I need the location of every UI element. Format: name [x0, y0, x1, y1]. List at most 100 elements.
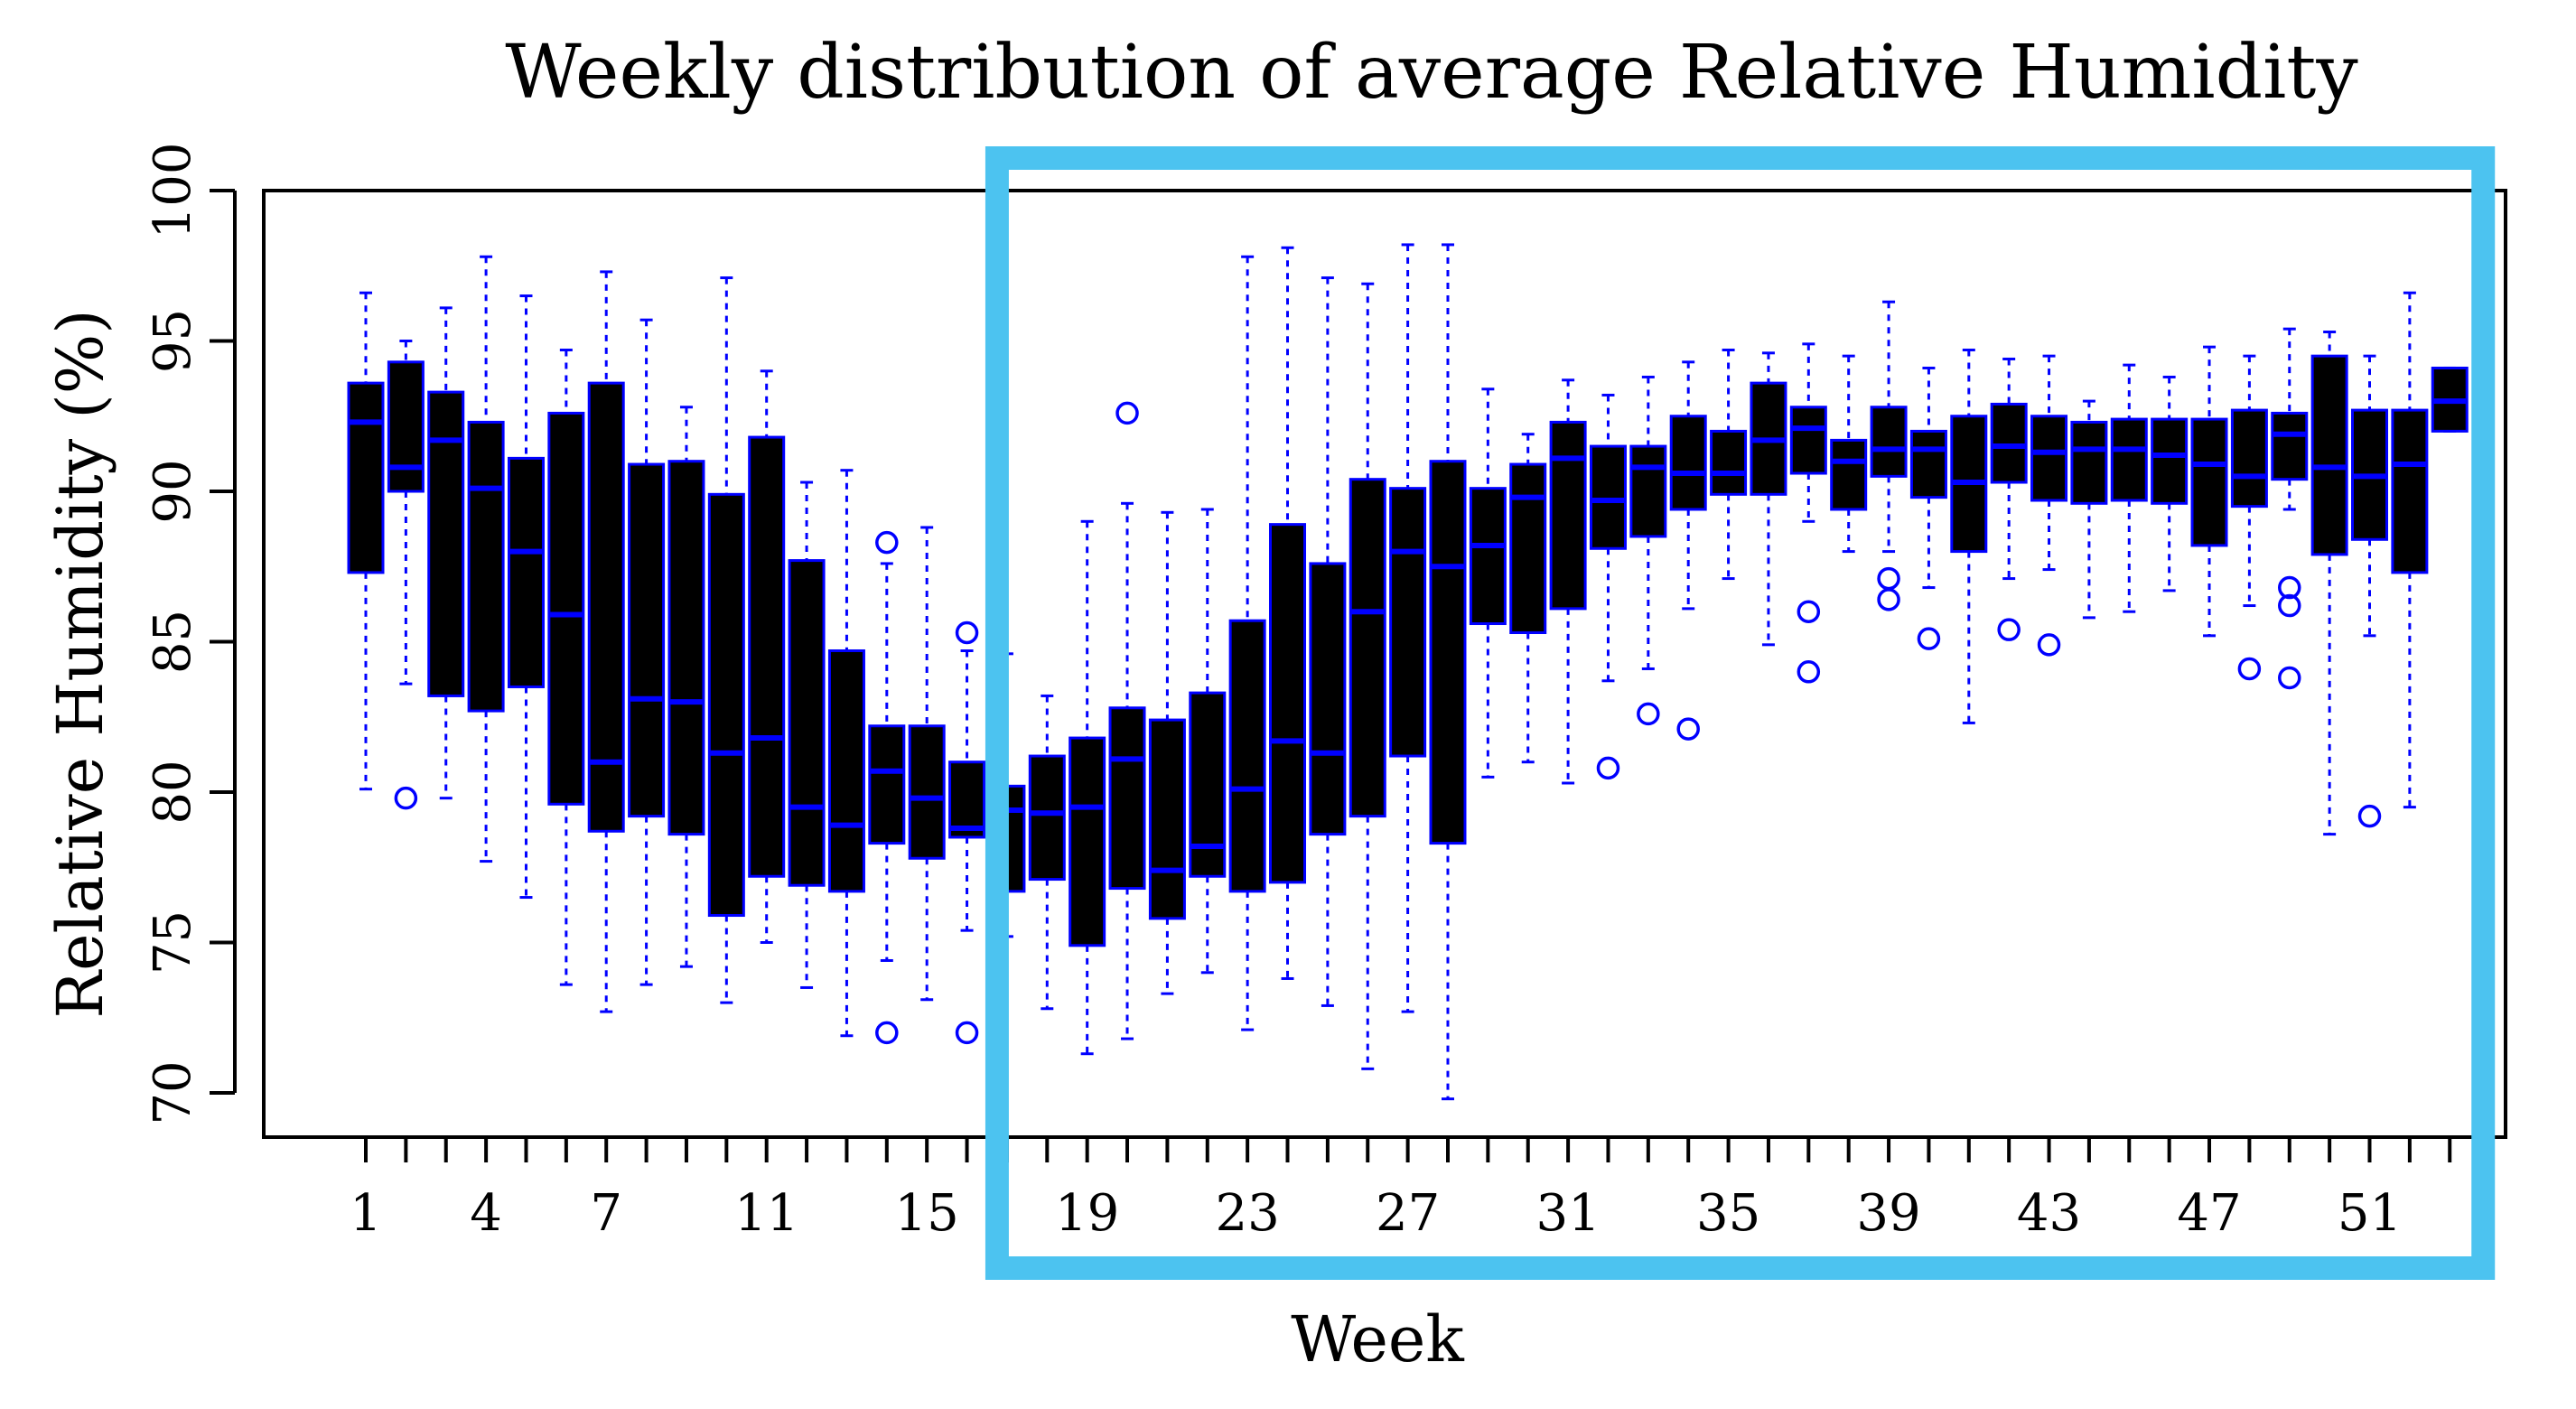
box-week-22	[1189, 508, 1227, 975]
box-week-6	[547, 348, 585, 986]
box-iqr	[1108, 706, 1146, 891]
outlier-point	[1637, 702, 1660, 726]
box-iqr	[788, 559, 826, 887]
box-week-32	[1589, 393, 1627, 780]
box-week-13	[827, 469, 865, 1038]
box-iqr	[387, 360, 425, 493]
box-week-25	[1309, 276, 1347, 1007]
y-tick-label: 95	[144, 309, 202, 373]
outlier-point	[1877, 566, 1900, 591]
box-week-16	[948, 621, 986, 1045]
x-tick-label: 27	[1376, 1184, 1440, 1243]
box-iqr	[1069, 736, 1106, 947]
box-iqr	[707, 492, 745, 918]
y-axis-label: Relative Humidity (%)	[43, 309, 117, 1018]
box-week-52	[2391, 291, 2429, 809]
outlier-point	[875, 530, 899, 555]
boxes-layer	[347, 243, 2469, 1101]
box-iqr	[1589, 444, 1627, 550]
box-week-45	[2110, 363, 2148, 613]
box-week-27	[1389, 243, 1427, 1013]
box-week-38	[1830, 354, 1868, 554]
y-tick-label: 80	[144, 760, 202, 824]
y-axis: 70 75 80 85 90 95 100	[144, 143, 237, 1125]
box-iqr	[2110, 417, 2148, 502]
box-week-37	[1789, 342, 1827, 684]
box-iqr	[2271, 411, 2309, 481]
box-week-23	[1228, 255, 1266, 1031]
box-week-31	[1549, 378, 1587, 785]
box-iqr	[1830, 438, 1868, 511]
box-week-1	[347, 291, 385, 791]
box-week-20	[1108, 401, 1146, 1040]
box-week-4	[467, 255, 505, 863]
box-iqr	[1309, 562, 1347, 836]
box-week-36	[1750, 351, 1787, 647]
outlier-point	[2278, 593, 2301, 618]
outlier-point	[1676, 717, 1700, 741]
box-iqr	[1269, 523, 1307, 884]
box-iqr	[2310, 354, 2348, 556]
x-tick-label: 7	[590, 1184, 622, 1243]
box-iqr	[1148, 718, 1186, 920]
box-week-18	[1028, 694, 1066, 1011]
box-iqr	[1549, 420, 1587, 611]
outlier-point	[1797, 660, 1821, 684]
box-week-14	[868, 530, 906, 1045]
x-tick-label: 51	[2338, 1184, 2402, 1243]
box-iqr	[467, 420, 505, 713]
x-tick-label: 19	[1055, 1184, 1119, 1243]
box-iqr	[2391, 408, 2429, 574]
box-week-7	[587, 270, 625, 1013]
box-iqr	[347, 381, 385, 574]
box-week-40	[1909, 366, 1947, 650]
box-iqr	[547, 411, 585, 806]
box-iqr	[1028, 754, 1066, 882]
box-week-42	[1990, 357, 2028, 641]
x-tick-label: 31	[1535, 1184, 1600, 1243]
box-week-9	[667, 406, 705, 968]
box-week-43	[2030, 354, 2068, 657]
outlier-point	[1797, 600, 1821, 623]
box-week-10	[707, 276, 745, 1004]
box-iqr	[2190, 417, 2228, 547]
box-week-53	[2431, 366, 2469, 433]
box-iqr	[628, 462, 666, 818]
box-week-8	[628, 318, 666, 986]
box-iqr	[827, 649, 865, 893]
x-tick-label: 47	[2177, 1184, 2241, 1243]
box-iqr	[1909, 429, 1947, 499]
outlier-point	[1596, 756, 1620, 780]
box-week-21	[1148, 510, 1186, 995]
outlier-point	[1917, 627, 1941, 650]
box-iqr	[2030, 415, 2068, 502]
box-iqr	[1669, 415, 1707, 511]
box-week-28	[1429, 243, 1467, 1101]
box-week-51	[2351, 354, 2388, 828]
box-iqr	[507, 456, 545, 688]
box-week-46	[2151, 375, 2189, 593]
box-iqr	[587, 381, 625, 833]
box-week-3	[427, 306, 465, 800]
box-week-19	[1069, 519, 1106, 1056]
y-tick-label: 85	[144, 610, 202, 674]
y-tick-label: 75	[144, 910, 202, 975]
box-week-12	[788, 481, 826, 989]
box-iqr	[1349, 478, 1386, 818]
outlier-point	[2037, 633, 2061, 657]
box-week-35	[1710, 348, 1748, 581]
box-iqr	[2070, 420, 2108, 505]
box-iqr	[1710, 429, 1748, 496]
box-iqr	[1429, 460, 1467, 845]
box-iqr	[948, 760, 986, 839]
box-week-39	[1870, 300, 1908, 611]
outlier-point	[955, 621, 979, 645]
x-tick-label: 23	[1216, 1184, 1280, 1243]
x-axis: 1 4 7 11 15 19 23 27 31 35 39 43 47 51	[350, 1135, 2452, 1243]
box-iqr	[1789, 406, 1827, 475]
box-iqr	[1629, 444, 1667, 538]
box-iqr	[1469, 487, 1507, 626]
box-week-47	[2190, 345, 2228, 638]
x-axis-label: Week	[1291, 1302, 1464, 1376]
box-week-11	[748, 369, 786, 944]
